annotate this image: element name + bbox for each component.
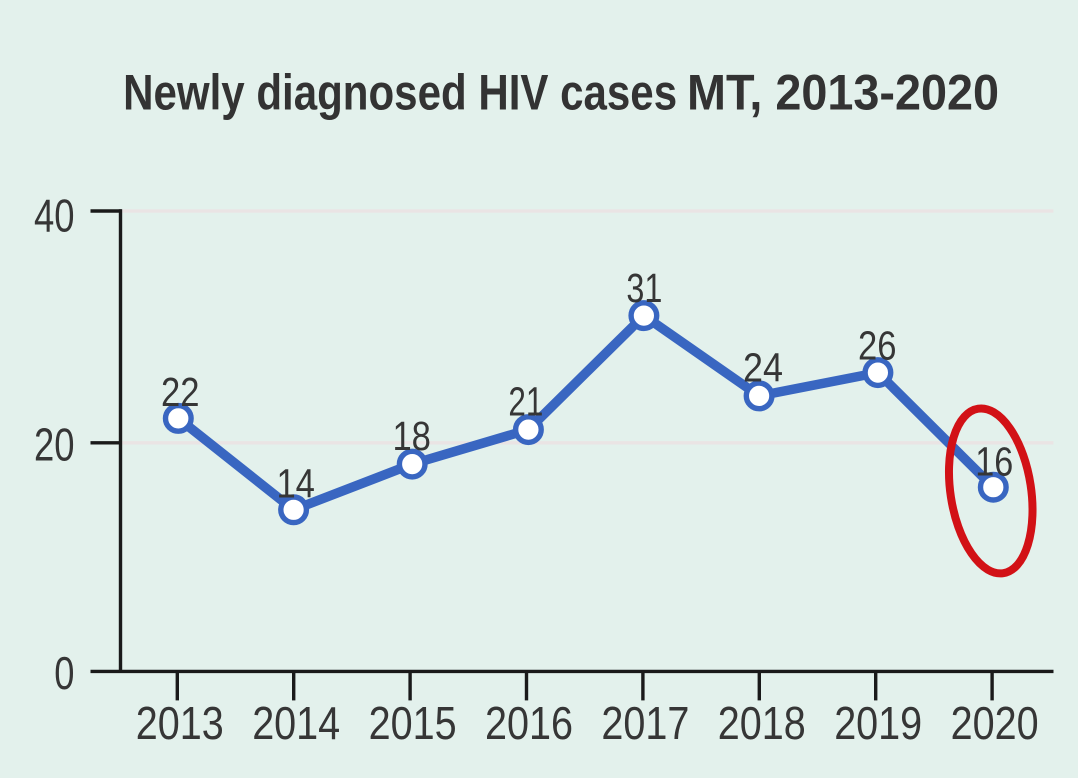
svg-text:2013: 2013 — [136, 697, 224, 749]
svg-text:24: 24 — [743, 344, 783, 390]
svg-text:18: 18 — [392, 413, 431, 459]
svg-text:Newly diagnosed HIV cases: Newly diagnosed HIV cases — [123, 64, 677, 120]
svg-text:26: 26 — [858, 323, 897, 369]
svg-text:MT, 2013-2020: MT, 2013-2020 — [687, 64, 999, 120]
svg-text:2015: 2015 — [369, 697, 457, 749]
svg-text:2016: 2016 — [485, 697, 573, 749]
svg-text:16: 16 — [975, 439, 1013, 485]
svg-text:20: 20 — [34, 418, 75, 470]
svg-text:14: 14 — [276, 461, 315, 507]
svg-text:2018: 2018 — [718, 697, 806, 749]
svg-text:40: 40 — [34, 189, 75, 241]
svg-text:22: 22 — [161, 369, 200, 415]
svg-text:2020: 2020 — [951, 697, 1039, 749]
svg-text:2017: 2017 — [601, 697, 689, 749]
svg-text:2014: 2014 — [252, 697, 340, 749]
svg-text:21: 21 — [508, 378, 543, 424]
svg-text:0: 0 — [54, 647, 74, 699]
svg-text:2019: 2019 — [834, 697, 922, 749]
svg-text:31: 31 — [626, 265, 662, 311]
